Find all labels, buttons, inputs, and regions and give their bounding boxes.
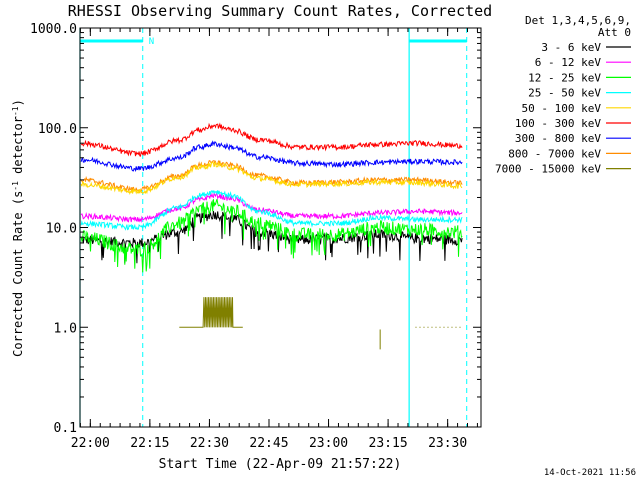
y-axis-label-end: ): [11, 99, 25, 106]
legend-header: Det 1,3,4,5,6,9,: [525, 14, 631, 27]
legend-entry-label: 6 - 12 keV: [535, 56, 602, 69]
legend-entry-label: 7000 - 15000 keV: [495, 163, 601, 176]
series-line-50-100keV: [80, 161, 463, 196]
x-tick-label: 23:00: [309, 436, 348, 451]
series-line-6-12keV: [80, 191, 463, 224]
y-tick-label: 0.1: [54, 421, 77, 436]
footer-timestamp: 14-Oct-2021 11:56: [544, 468, 636, 478]
x-tick-label: 22:30: [190, 436, 229, 451]
legend-header: Att 0: [598, 26, 631, 39]
series-line-300-800keV: [80, 140, 463, 173]
series-line-100-300keV: [80, 122, 463, 157]
legend-entry-label: 25 - 50 keV: [528, 87, 601, 100]
legend-entry-label: 100 - 300 keV: [515, 117, 601, 130]
series-line-7000-15000keV: [179, 297, 243, 328]
y-tick-label: 10.0: [46, 222, 77, 237]
attenuator-bar-label: N: [149, 37, 154, 47]
y-tick-label: 1.0: [54, 321, 77, 336]
x-tick-label: 22:00: [71, 436, 110, 451]
series-line-12-25keV: [80, 198, 463, 273]
x-tick-label: 23:30: [428, 436, 467, 451]
y-tick-label: 1000.0: [30, 22, 77, 37]
chart-title: RHESSI Observing Summary Count Rates, Co…: [68, 2, 492, 20]
y-axis-label-exp2: -1: [11, 106, 20, 116]
y-axis-label-mid: detector: [11, 116, 25, 181]
legend-entry-label: 300 - 800 keV: [515, 132, 601, 145]
y-axis-label-group: Corrected Count Rate (s-1 detector-1): [11, 99, 26, 357]
legend-entry-label: 800 - 7000 keV: [508, 147, 601, 160]
y-axis-label: Corrected Count Rate (s-1 detector-1): [11, 99, 26, 357]
x-tick-label: 22:15: [130, 436, 169, 451]
y-axis-label-exp1: -1: [11, 181, 20, 191]
y-axis-label-main: Corrected Count Rate (s: [11, 191, 25, 357]
x-tick-label: 22:45: [249, 436, 288, 451]
legend-entry-label: 50 - 100 keV: [522, 102, 602, 115]
legend: Det 1,3,4,5,6,9,Att 0 3 - 6 keV 6 - 12 keV…: [495, 14, 631, 176]
series-line-25-50keV: [80, 189, 463, 231]
legend-entry-label: 3 - 6 keV: [541, 41, 601, 54]
series-line-800-7000keV: [80, 159, 463, 194]
legend-entry-label: 12 - 25 keV: [528, 71, 601, 84]
y-tick-label: 100.0: [38, 122, 77, 137]
x-tick-label: 23:15: [369, 436, 408, 451]
x-axis-label: Start Time (22-Apr-09 21:57:22): [159, 457, 402, 472]
